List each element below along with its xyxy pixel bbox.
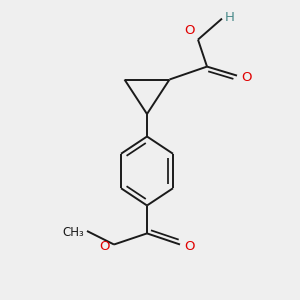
Text: O: O bbox=[184, 24, 195, 37]
Text: O: O bbox=[99, 239, 110, 253]
Text: H: H bbox=[225, 11, 235, 24]
Text: CH₃: CH₃ bbox=[62, 226, 84, 239]
Text: O: O bbox=[242, 70, 252, 84]
Text: O: O bbox=[184, 239, 195, 253]
